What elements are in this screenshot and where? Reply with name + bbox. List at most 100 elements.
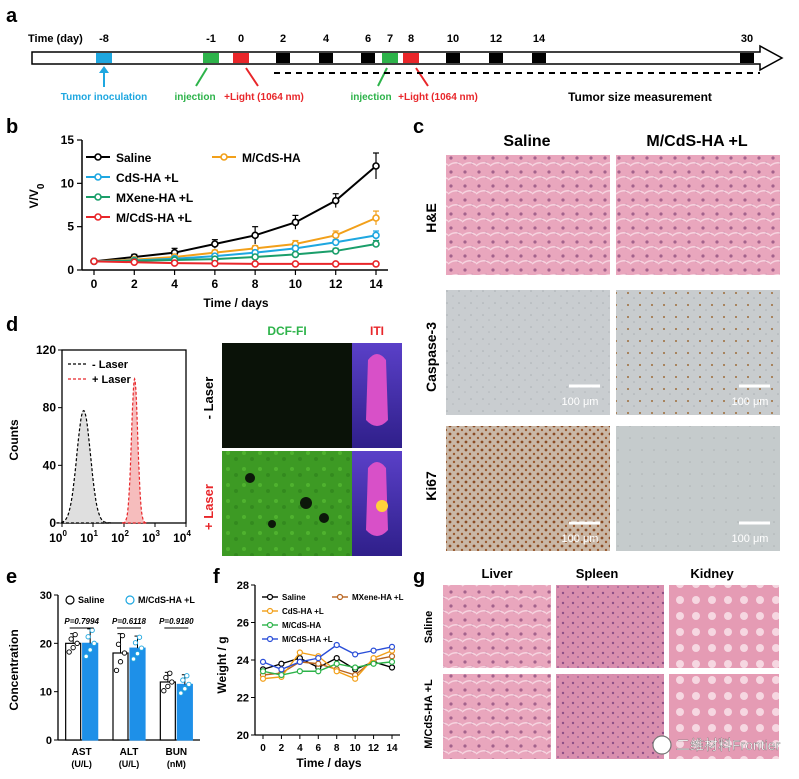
chart-b-ytick-label: 10 (61, 176, 75, 190)
wechat-icon (652, 735, 672, 755)
chart-e-data-point (117, 659, 124, 665)
chart-d-legend-label: + Laser (92, 374, 132, 386)
chart-b-legend-label: M/CdS-HA (242, 151, 301, 165)
organ-image-spleen-treated (556, 674, 664, 759)
timeline-marker-injection-1 (203, 53, 219, 63)
timeline-marker-day6 (361, 53, 375, 63)
chart-b-point (331, 238, 340, 247)
chart-e-data-point (121, 650, 128, 656)
chart-f-legend-label: Saline (282, 593, 306, 602)
chart-f-xtick-label: 8 (334, 743, 340, 754)
chart-e-data-point (87, 647, 93, 653)
thermal-hotspot (376, 500, 388, 512)
chart-b-xtick-label: 4 (171, 277, 178, 291)
ihc-image-he-saline (446, 155, 610, 275)
chart-f-point (333, 655, 340, 662)
plus-laser-label: + Laser (201, 484, 216, 530)
chart-d-histogram-minus-laser (56, 409, 111, 524)
timeline-tick: 8 (408, 33, 414, 45)
chart-f-point (388, 643, 396, 650)
chart-b-point (291, 260, 300, 268)
chart-f-point (333, 641, 340, 649)
chart-f-point (370, 647, 377, 654)
chart-e-data-point (66, 649, 72, 655)
chart-e-ytick-label: 20 (40, 638, 52, 650)
iti-label: ITI (370, 324, 384, 338)
chart-f-ytick-label: 26 (237, 618, 249, 630)
chart-f-point (333, 660, 340, 667)
chart-f-point (388, 658, 396, 665)
chart-d-xtick-label: 102 (111, 529, 129, 545)
timeline-tick: 14 (533, 33, 546, 45)
chart-e-data-point (89, 627, 95, 633)
ihc-panel: Saline M/CdS-HA +L H&E Caspase-3 Ki67 10… (423, 133, 780, 551)
chart-f-legend-marker (336, 593, 344, 601)
chart-f-point (296, 668, 303, 675)
chart-f-series-line (262, 661, 393, 676)
light-label-1: +Light (1064 nm) (224, 92, 304, 103)
chart-e-ytick-label: 30 (40, 590, 52, 602)
chart-b-point (331, 260, 340, 268)
chart-e-data-point (186, 681, 192, 688)
ihc-col-label-treated: M/CdS-HA +L (646, 133, 747, 150)
injection-arrow-2 (377, 67, 388, 87)
timeline-tick: 0 (238, 33, 244, 45)
chart-e-data-point (91, 640, 97, 646)
chart-e-bar (129, 647, 146, 741)
dcf-image-plus-laser (222, 451, 352, 556)
chart-e-data-point (72, 631, 78, 638)
ihc-row-label-ki67: Ki67 (423, 471, 439, 501)
ihc-row-label-caspase: Caspase-3 (423, 322, 439, 392)
chart-f-point (315, 655, 322, 662)
chart-f-series-line (262, 644, 393, 671)
timeline-marker-light-2 (403, 53, 419, 63)
serum-biochemistry-chart: Concentration 0102030P=0.7994AST(U/L)P=0… (7, 590, 200, 769)
dcf-image-minus-laser (222, 343, 352, 448)
injection-arrow-1 (195, 67, 208, 87)
chart-e-category-label: BUN (165, 747, 187, 758)
chart-f-legend-marker (266, 607, 274, 615)
chart-b-legend-label: M/CdS-HA +L (116, 211, 192, 225)
chart-e-data-point (119, 632, 126, 639)
organ-col-label-kidney: Kidney (690, 566, 734, 581)
scale-bar-label: 100 μm (732, 396, 769, 408)
injection-label-1: injection (174, 92, 215, 103)
chart-e-legend-marker (125, 595, 135, 605)
chart-b-point (291, 250, 300, 259)
chart-b-point (170, 259, 179, 267)
chart-e-bar (65, 642, 82, 741)
chart-b-legend-label: Saline (116, 151, 152, 165)
chart-f-ytick-label: 22 (237, 693, 249, 705)
chart-e-data-point (178, 690, 184, 696)
chart-b-point (211, 259, 219, 268)
chart-b-point (251, 253, 259, 261)
chart-d-xtick-label: 104 (173, 529, 191, 545)
timeline-marker-day12 (489, 53, 503, 63)
organ-row-label-treated: M/CdS-HA +L (423, 679, 435, 749)
panel-letter-a: a (6, 5, 18, 27)
chart-b-point (372, 214, 380, 222)
timeline-tick: -1 (206, 33, 216, 45)
timeline-tick: 7 (387, 33, 393, 45)
chart-e-p-value: P=0.7994 (64, 617, 99, 626)
chart-b-point (211, 240, 219, 248)
fluorescence-images: DCF-FI ITI - Laser + Laser (201, 324, 402, 556)
ihc-image-ki67-saline (446, 426, 610, 551)
chart-b-legend-marker (94, 213, 102, 221)
chart-b-point (372, 260, 380, 268)
organ-image-liver-saline (443, 585, 551, 668)
panel-letter-e: e (6, 566, 17, 588)
chart-f-xtick-label: 2 (279, 743, 285, 754)
chart-e-bar (112, 652, 129, 741)
chart-b-point (90, 257, 98, 266)
timeline-tick: 2 (280, 33, 286, 45)
chart-e-category-unit: (U/L) (71, 759, 92, 769)
chart-f-point (278, 671, 285, 679)
chart-e-legend-label: Saline (78, 595, 105, 605)
chart-f-xtick-label: 14 (386, 743, 398, 754)
chart-b-xlabel: Time / days (203, 296, 268, 310)
ihc-col-label-saline: Saline (503, 133, 550, 150)
chart-d-histogram-plus-laser (122, 377, 148, 524)
timeline-marker-day2 (276, 53, 290, 63)
